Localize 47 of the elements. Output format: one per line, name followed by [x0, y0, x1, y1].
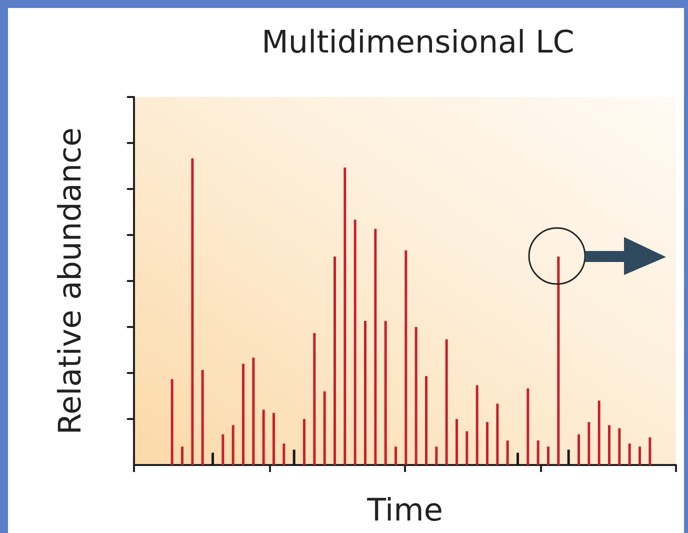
bar — [648, 437, 652, 465]
x-axis-title: Time — [366, 492, 443, 528]
bar — [445, 339, 448, 465]
bar — [252, 358, 255, 465]
bar — [414, 327, 418, 465]
bar — [557, 256, 560, 465]
bar — [638, 446, 641, 465]
bar — [628, 444, 631, 465]
bar — [272, 412, 275, 465]
bar — [598, 400, 600, 465]
bar — [506, 440, 509, 465]
bar — [404, 250, 408, 465]
bar — [476, 385, 478, 465]
bar — [191, 158, 194, 465]
bar — [364, 320, 366, 465]
bar — [496, 404, 499, 465]
bar — [303, 419, 306, 465]
bar — [313, 333, 316, 465]
y-axis-title: Relative abundance — [52, 127, 88, 435]
bar — [456, 419, 458, 465]
bar — [608, 425, 610, 465]
bar — [262, 410, 265, 465]
bar — [242, 364, 244, 465]
bar — [222, 434, 224, 465]
bar — [618, 428, 621, 465]
bar — [425, 376, 428, 465]
bar — [466, 431, 468, 465]
bar — [578, 434, 580, 465]
bar — [323, 391, 326, 465]
bar — [181, 446, 184, 465]
bar — [170, 379, 174, 465]
bar — [232, 425, 234, 465]
bar — [536, 440, 540, 465]
bar — [526, 388, 530, 465]
bar — [201, 370, 204, 465]
bar — [374, 228, 377, 465]
bar — [282, 444, 286, 465]
bar — [486, 422, 488, 465]
bar — [344, 168, 346, 465]
chart-title: Multidimensional LC — [262, 24, 574, 60]
bar — [334, 256, 336, 465]
bar — [547, 446, 550, 465]
bar — [354, 220, 356, 465]
bar — [384, 320, 387, 465]
bar — [435, 446, 438, 465]
bar — [394, 446, 397, 465]
bar — [588, 422, 590, 465]
